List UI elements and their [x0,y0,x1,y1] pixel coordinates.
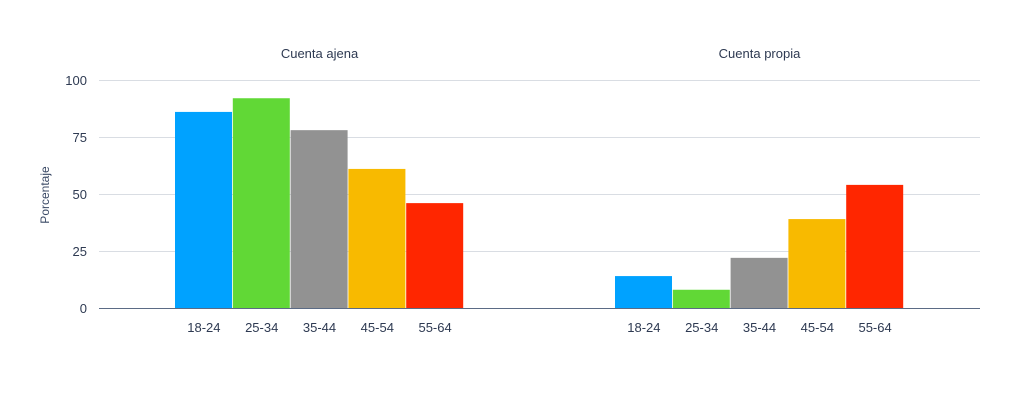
x-tick-label: 18-24 [187,320,220,335]
bar [290,130,348,308]
bar [615,276,672,308]
bar-group: Cuenta ajena 18-24 25-34 35-44 45-54 55-64 [175,46,464,335]
x-tick-label: 25-34 [685,320,718,335]
x-tick-label: 35-44 [303,320,336,335]
group-title: Cuenta ajena [281,46,359,61]
group-title: Cuenta propia [719,46,801,61]
x-tick-label: 25-34 [245,320,278,335]
bar [788,219,846,308]
bar [175,111,232,308]
y-axis-title: Porcentaje [38,166,52,224]
x-tick-label: 18-24 [627,320,660,335]
bar [672,289,730,308]
x-tick-label: 55-64 [418,320,451,335]
y-axis-ticks: 0 25 50 75 100 [65,73,87,316]
x-tick-label: 55-64 [858,320,891,335]
bar [730,257,788,308]
bar [348,168,406,308]
bar [846,184,904,308]
bar [406,203,464,308]
y-tick-label: 25 [73,244,87,259]
y-tick-label: 50 [73,187,87,202]
bar [232,98,290,309]
x-tick-label: 45-54 [361,320,394,335]
x-tick-label: 35-44 [743,320,776,335]
y-tick-label: 100 [65,73,87,88]
bar-group: Cuenta propia 18-24 25-34 35-44 45-54 55-64 [615,46,904,335]
x-tick-label: 45-54 [801,320,834,335]
y-tick-label: 75 [73,130,87,145]
y-tick-label: 0 [80,301,87,316]
